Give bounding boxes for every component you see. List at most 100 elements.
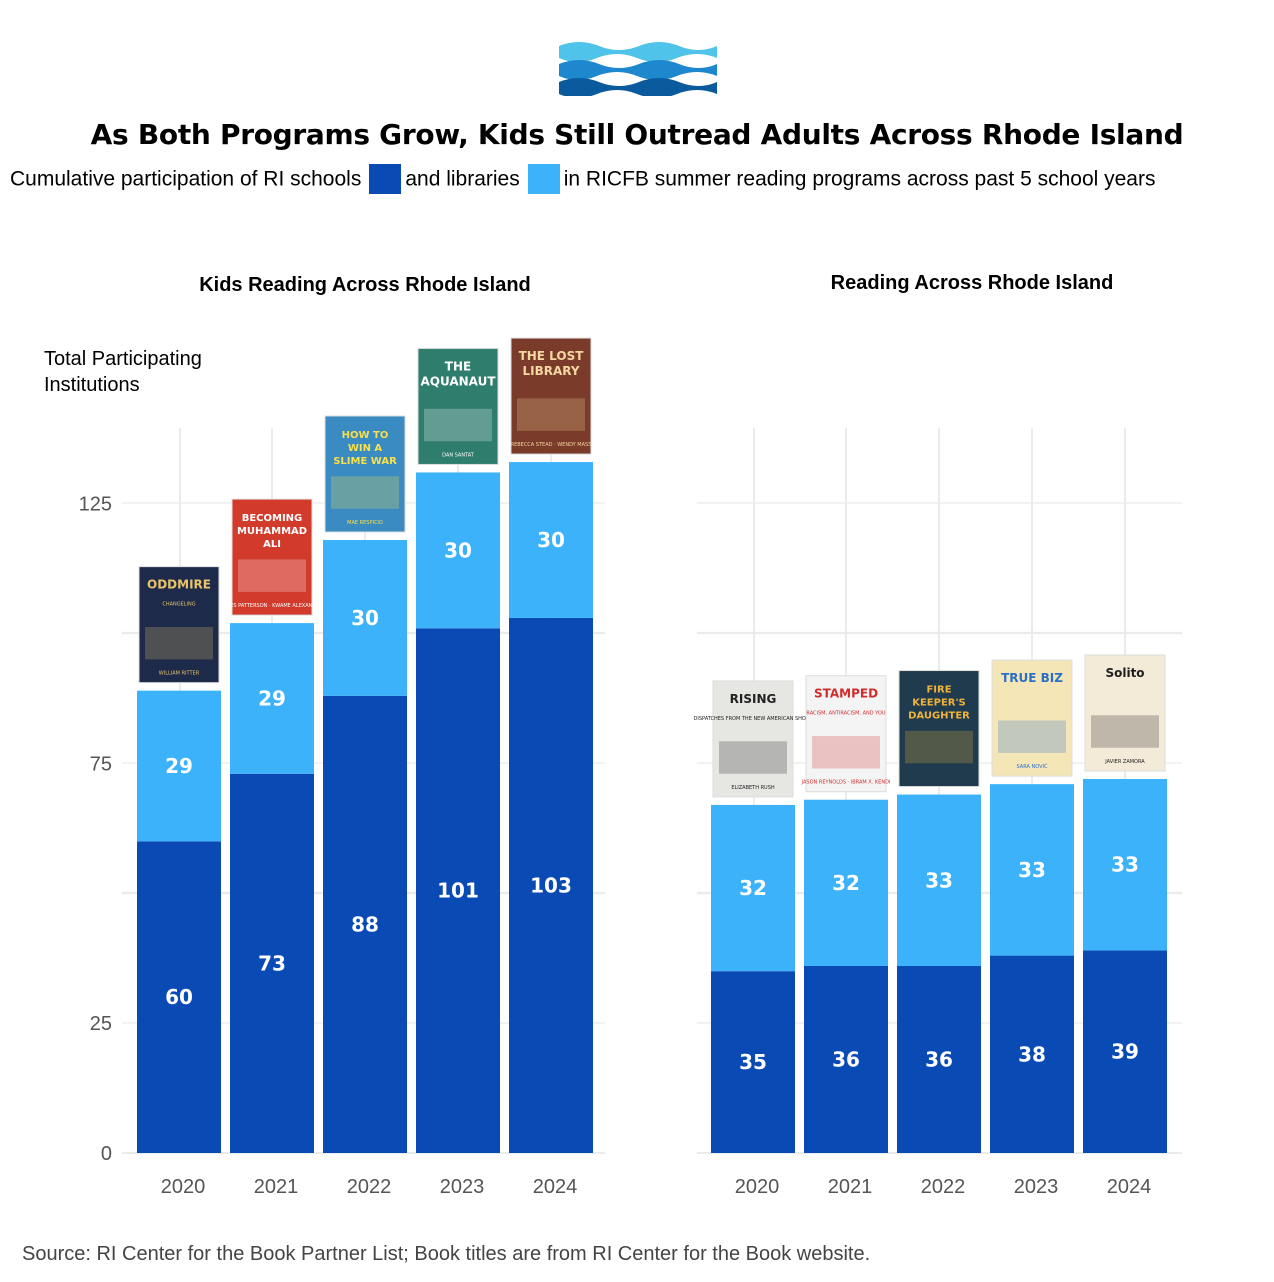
y-tick-label: 25: [90, 1013, 112, 1035]
book-cover-art: [331, 476, 399, 509]
book-title: SLIME WAR: [333, 456, 397, 467]
book-title: FIRE: [926, 685, 951, 696]
book-title: DAUGHTER: [908, 711, 970, 722]
book-author: JAMES PATTERSON · KWAME ALEXANDER: [220, 603, 323, 609]
book-cover: Solito JAVIER ZAMORA: [1084, 654, 1166, 772]
bar-schools: [416, 628, 500, 1153]
left-panel-title: Kids Reading Across Rhode Island: [199, 274, 531, 296]
schools-legend-swatch: [369, 164, 402, 195]
data-label-schools: 36: [925, 1047, 953, 1071]
data-label-schools: 39: [1111, 1040, 1139, 1064]
book-title: WIN A: [348, 443, 383, 454]
source-note: Source: RI Center for the Book Partner L…: [22, 1243, 871, 1265]
book-title: STAMPED: [814, 687, 878, 701]
book-cover-bg: [805, 675, 887, 793]
data-label-schools: 101: [437, 879, 479, 903]
book-title: ODDMIRE: [147, 578, 211, 592]
subtitle-text-3: in RICFB summer reading programs across …: [563, 167, 1156, 191]
data-label-libraries: 29: [258, 686, 286, 710]
book-cover-bg: [510, 337, 592, 455]
y-axis-title-line: Total Participating Institutions: [44, 348, 202, 396]
bar-schools: [897, 965, 981, 1153]
book-cover-bg: [417, 347, 499, 465]
data-label-libraries: 33: [1018, 858, 1046, 882]
book-title: MUHAMMAD: [237, 526, 307, 537]
book-cover-bg: [324, 415, 406, 533]
x-tick-label: 2023: [440, 1176, 485, 1198]
x-tick-label: 2022: [347, 1176, 392, 1198]
bar-libraries: [509, 462, 593, 618]
bar-schools: [804, 965, 888, 1153]
book-author: JASON REYNOLDS · IBRAM X. KENDI: [801, 780, 891, 786]
y-axis-title: Total Participating Institutions: [44, 346, 244, 398]
book-author: SARA NOVIĆ: [1017, 763, 1048, 770]
data-label-schools: 36: [832, 1047, 860, 1071]
book-cover: RISING DISPATCHES FROM THE NEW AMERICAN S…: [694, 680, 812, 798]
x-tick-label: 2024: [533, 1176, 578, 1198]
libraries-legend-swatch: [527, 164, 560, 195]
data-label-libraries: 30: [444, 538, 472, 562]
data-label-schools: 35: [739, 1050, 767, 1074]
x-tick-label: 2023: [1014, 1176, 1059, 1198]
data-label-schools: 88: [351, 912, 379, 936]
book-title: HOW TO: [342, 430, 389, 441]
book-cover-art: [998, 720, 1066, 753]
book-cover-bg: [712, 680, 794, 798]
x-tick-label: 2021: [828, 1176, 873, 1198]
bar-libraries: [137, 690, 221, 842]
bar-libraries: [1083, 778, 1167, 951]
book-title: BECOMING: [242, 513, 303, 524]
bar-libraries: [230, 623, 314, 774]
book-author: MAE RESPICIO: [347, 520, 383, 526]
book-subtitle: RACISM, ANTIRACISM, AND YOU: [806, 711, 885, 717]
book-title: TRUE BIZ: [1001, 671, 1063, 685]
book-cover-art: [1091, 715, 1159, 748]
data-label-libraries: 32: [739, 876, 767, 900]
data-label-schools: 60: [165, 985, 193, 1009]
x-tick-label: 2021: [254, 1176, 299, 1198]
book-cover-art: [238, 559, 306, 592]
subtitle-text-2: and libraries: [405, 167, 520, 191]
book-title: THE LOST: [519, 349, 585, 363]
book-cover: FIRE KEEPER'S DAUGHTER: [898, 670, 980, 788]
bar-libraries: [897, 794, 981, 966]
data-label-libraries: 30: [351, 606, 379, 630]
book-title: LIBRARY: [522, 364, 579, 378]
bar-libraries: [990, 784, 1074, 956]
book-cover: TRUE BIZ SARA NOVIĆ: [991, 659, 1073, 777]
bar-schools: [137, 841, 221, 1153]
bar-schools: [711, 971, 795, 1153]
book-author: DAN SANTAT: [442, 452, 475, 458]
book-cover: BECOMING MUHAMMAD ALI JAMES PATTERSON · KWA…: [220, 498, 323, 616]
data-label-schools: 103: [530, 873, 572, 897]
book-title: THE: [445, 359, 471, 373]
book-cover-art: [812, 736, 880, 769]
book-title: Solito: [1105, 666, 1144, 680]
bar-schools: [509, 617, 593, 1153]
bar-schools: [990, 955, 1074, 1153]
book-cover-bg: [138, 566, 220, 684]
data-label-libraries: 32: [832, 871, 860, 895]
data-label-libraries: 30: [537, 528, 565, 552]
y-tick-label: 0: [101, 1143, 112, 1165]
bar-schools: [230, 773, 314, 1153]
book-author: WILLIAM RITTER: [159, 671, 200, 677]
bar-libraries: [711, 804, 795, 972]
data-label-libraries: 29: [165, 754, 193, 778]
book-cover: HOW TO WIN A SLIME WAR MAE RESPICIO: [324, 415, 406, 533]
x-tick-label: 2022: [921, 1176, 966, 1198]
chart-subtitle: Cumulative participation of RI schools an…: [10, 164, 1156, 195]
book-cover-art: [517, 398, 585, 431]
bar-schools: [1083, 950, 1167, 1153]
book-title: AQUANAUT: [420, 374, 496, 388]
book-cover-bg: [1084, 654, 1166, 772]
book-cover-art: [719, 741, 787, 774]
x-tick-label: 2020: [735, 1176, 780, 1198]
book-title: ALI: [263, 539, 281, 550]
right-panel-title: Reading Across Rhode Island: [830, 272, 1114, 294]
panel-1: 35 32 2020 RISING DISPATCHES FROM THE NEW AM…: [694, 428, 1182, 1198]
book-subtitle: CHANGELING: [162, 602, 195, 608]
y-tick-label: 75: [90, 753, 112, 775]
